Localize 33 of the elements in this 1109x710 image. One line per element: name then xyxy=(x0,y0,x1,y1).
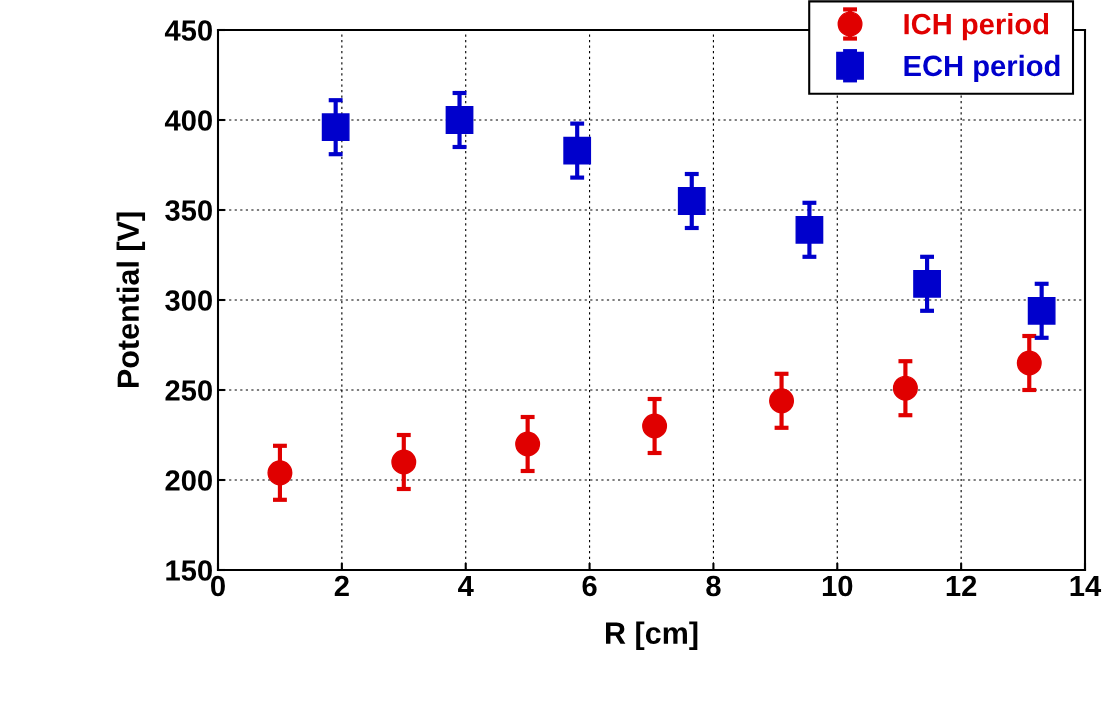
x-tick-label: 12 xyxy=(946,575,977,596)
y-tick-label: 300 xyxy=(165,290,212,311)
legend-label: ECH period xyxy=(904,54,1060,83)
y-tick-label: 200 xyxy=(165,470,212,491)
point xyxy=(1016,350,1042,376)
point xyxy=(1027,296,1056,325)
y-tick-label: 350 xyxy=(165,200,212,221)
x-tick-label: 0 xyxy=(211,575,225,597)
x-tick-label: 14 xyxy=(1070,575,1102,596)
point xyxy=(515,431,541,457)
point xyxy=(563,136,592,165)
point xyxy=(892,375,918,401)
y-tick-label: 400 xyxy=(164,110,212,131)
point xyxy=(913,269,941,298)
point xyxy=(677,187,706,215)
x-tick-label: 10 xyxy=(822,575,853,597)
point xyxy=(445,106,474,134)
x-tick-label: 2 xyxy=(334,575,349,596)
point xyxy=(795,215,824,244)
y-tick-label: 250 xyxy=(165,380,212,401)
x-tick-label: 8 xyxy=(706,575,721,597)
point xyxy=(321,113,350,142)
y-axis-title: Potential [V] xyxy=(116,212,146,388)
point xyxy=(391,449,417,475)
point xyxy=(267,460,293,486)
x-tick-label: 6 xyxy=(582,575,597,597)
x-axis-title: R [cm] xyxy=(606,621,698,650)
point xyxy=(769,388,795,414)
y-tick-label: 150 xyxy=(166,560,212,581)
point xyxy=(642,413,668,439)
legend-label: ICH period xyxy=(904,13,1049,41)
x-tick-label: 4 xyxy=(458,575,474,596)
y-tick-label: 450 xyxy=(164,20,212,41)
